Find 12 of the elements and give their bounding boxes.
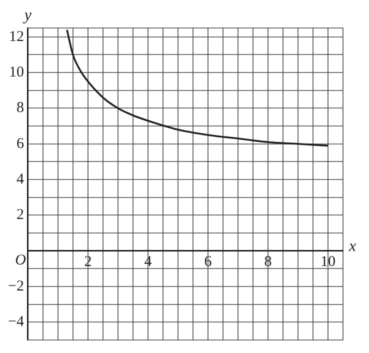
y-tick-label: 10	[8, 64, 24, 81]
y-tick-label: 8	[16, 100, 24, 116]
line-series	[66, 28, 329, 147]
y-tick-label: 2	[16, 207, 24, 224]
y-axis-title: y	[22, 7, 32, 24]
y-tick-label: 4	[16, 171, 24, 188]
x-axis-title: x	[348, 238, 356, 256]
y-tick-label: 6	[16, 136, 24, 152]
y-tick-label: −4	[8, 314, 24, 330]
text: O	[15, 252, 26, 268]
y-tick-label: 12	[8, 28, 24, 45]
y-tick-label: −2	[8, 278, 24, 294]
